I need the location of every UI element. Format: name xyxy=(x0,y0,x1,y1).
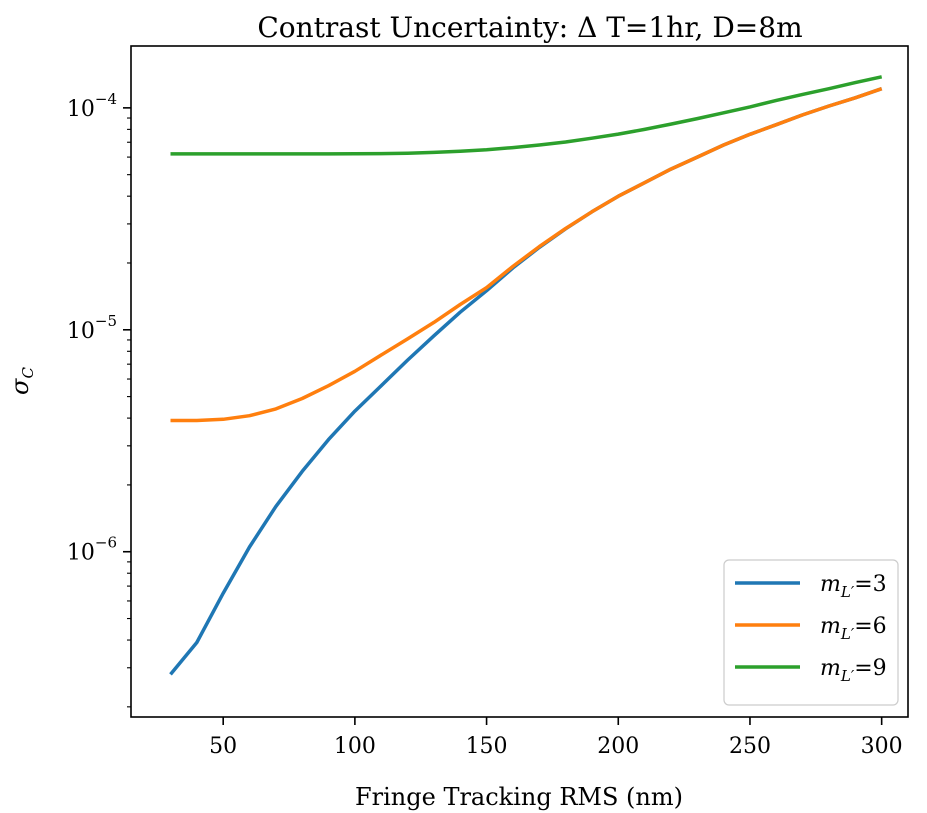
y-tick-label: 10−6 xyxy=(67,534,117,566)
legend: mL′=3 mL′=6 mL′=9 xyxy=(723,559,899,706)
x-tick-label: 250 xyxy=(729,734,771,759)
x-tick-label: 300 xyxy=(861,734,903,759)
x-axis: 50 100 150 200 250 300 xyxy=(209,717,903,759)
y-axis-label: σC xyxy=(6,367,37,395)
y-axis-label-sub: C xyxy=(19,367,37,379)
series-line-2 xyxy=(170,87,883,423)
x-tick-label: 200 xyxy=(597,734,639,759)
x-axis-label: Fringe Tracking RMS (nm) xyxy=(355,783,683,811)
series-lines xyxy=(169,75,883,676)
chart-title: Contrast Uncertainty: Δ T=1hr, D=8m xyxy=(257,11,802,44)
series-line-3 xyxy=(170,75,883,156)
legend-label: mL′=6 xyxy=(820,614,887,643)
legend-label: mL′=3 xyxy=(820,572,887,601)
x-tick-label: 100 xyxy=(334,734,376,759)
plot-area xyxy=(130,45,909,718)
y-tick-label: 10−4 xyxy=(67,90,117,122)
x-tick-label: 150 xyxy=(466,734,508,759)
y-axis-label-main: σ xyxy=(6,378,34,395)
x-tick-label: 50 xyxy=(209,734,237,759)
legend-label: mL′=9 xyxy=(820,656,887,685)
y-axis: 10−6 10−5 10−4 xyxy=(67,90,131,708)
y-tick-label: 10−5 xyxy=(67,312,117,344)
